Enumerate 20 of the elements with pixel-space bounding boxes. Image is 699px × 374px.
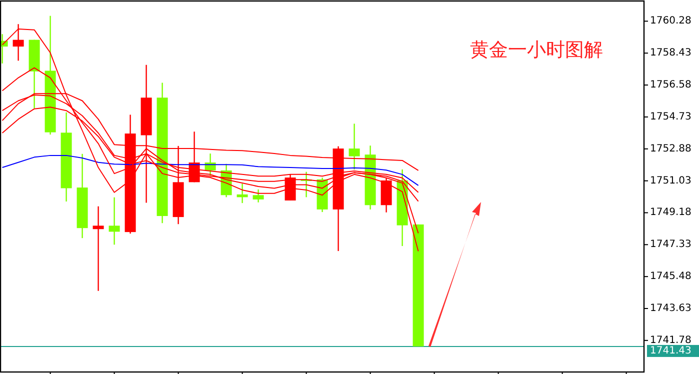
y-tick-label: 1745.48 [650, 271, 692, 282]
y-tick-label: 1747.33 [650, 239, 692, 250]
candlestick [252, 188, 264, 203]
ref-line-label: 1741.43 [650, 345, 692, 356]
y-tick-label: 1752.88 [650, 143, 692, 154]
candlestick [348, 123, 360, 170]
y-tick-label: 1756.58 [650, 80, 692, 91]
y-tick-label: 1758.43 [650, 48, 692, 59]
y-tick-label: 1754.73 [650, 111, 692, 122]
candlestick [236, 183, 248, 204]
line-series [2, 28, 419, 252]
y-tick-label: 1743.63 [650, 303, 692, 314]
candlestick [92, 206, 104, 292]
y-tick-label: 1749.18 [650, 207, 692, 218]
line-series [2, 154, 419, 186]
y-tick-label: 1751.03 [650, 175, 692, 186]
y-tick-label: 1741.78 [650, 334, 692, 346]
y-tick-label: 1760.28 [650, 16, 692, 27]
text: 黄金一小时图解 [470, 39, 603, 61]
candlestick [108, 196, 120, 246]
